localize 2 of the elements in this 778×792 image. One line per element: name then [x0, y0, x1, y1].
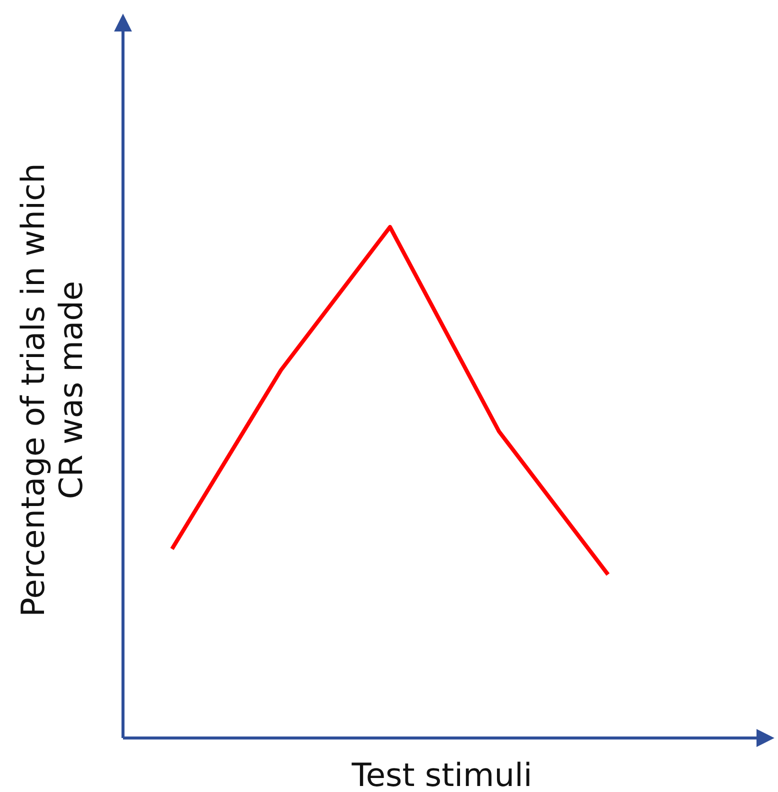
x-axis-title: Test stimuli	[350, 756, 532, 792]
y-axis-title: Percentage of trials in which CR was made	[14, 163, 90, 617]
